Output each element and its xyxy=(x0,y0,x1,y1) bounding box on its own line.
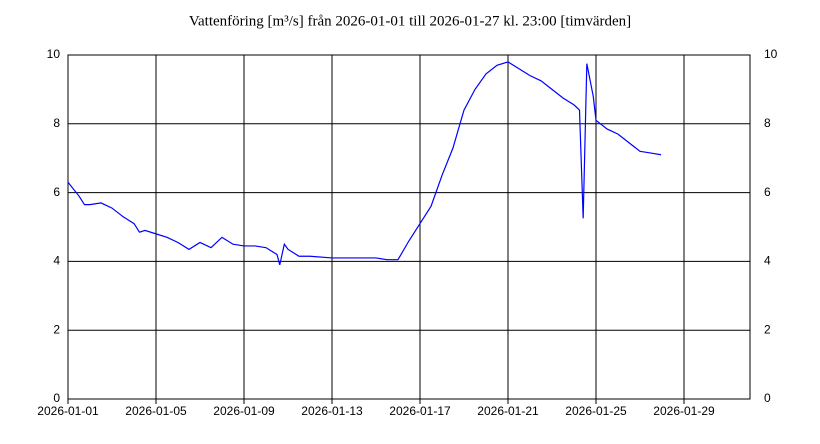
y-tick-label: 4 xyxy=(53,254,60,268)
y-tick-label: 2 xyxy=(53,322,60,336)
y2-tick-label: 0 xyxy=(764,391,771,405)
y-tick-label: 8 xyxy=(53,116,60,130)
x-tick-label: 2026-01-29 xyxy=(653,404,715,418)
x-tick-label: 2026-01-25 xyxy=(565,404,627,418)
x-tick-label: 2026-01-21 xyxy=(477,404,539,418)
y2-tick-label: 4 xyxy=(764,254,771,268)
x-tick-label: 2026-01-09 xyxy=(213,404,275,418)
x-tick-label: 2026-01-17 xyxy=(389,404,451,418)
y-tick-label: 10 xyxy=(47,47,61,61)
y2-tick-label: 6 xyxy=(764,185,771,199)
y2-tick-label: 8 xyxy=(764,116,771,130)
y2-tick-label: 10 xyxy=(764,47,778,61)
x-tick-label: 2026-01-01 xyxy=(37,404,99,418)
chart-title: Vattenföring [m³/s] från 2026-01-01 till… xyxy=(189,13,631,29)
x-tick-label: 2026-01-13 xyxy=(301,404,363,418)
data-line xyxy=(67,61,662,265)
plot-frame xyxy=(67,54,751,400)
x-tick-label: 2026-01-05 xyxy=(125,404,187,418)
y2-tick-label: 2 xyxy=(764,322,771,336)
y-tick-label: 6 xyxy=(53,185,60,199)
y-tick-label: 0 xyxy=(53,391,60,405)
